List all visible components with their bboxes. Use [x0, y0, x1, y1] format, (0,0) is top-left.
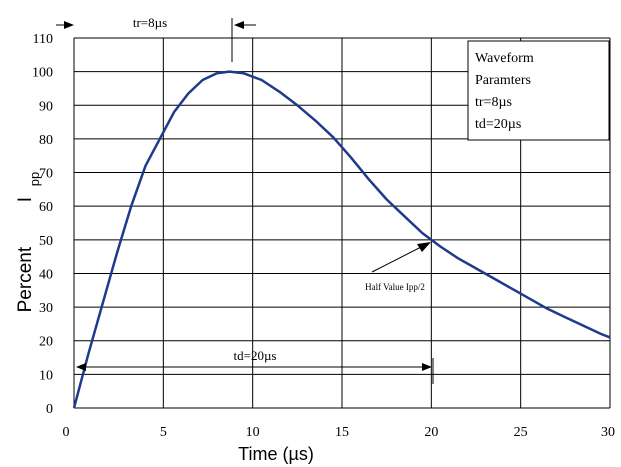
x-tick-label-6: 30: [601, 425, 615, 440]
y-axis-label-group: Percent I pp: [15, 172, 42, 313]
x-tick-label-0: 0: [63, 425, 70, 440]
legend-line-4: td=20µs: [475, 117, 521, 132]
y-tick-label-2: 20: [39, 335, 53, 350]
legend-box: [467, 40, 610, 141]
y-tick-label-9: 90: [39, 99, 53, 114]
y-tick-label-4: 40: [39, 267, 53, 282]
tr-left-arrowhead: [64, 21, 74, 29]
x-tick-label-3: 15: [335, 425, 349, 440]
annotations: tr=8µs td=20µs Half Value Ipp/2 Waveform…: [56, 15, 610, 384]
series-line-0: [72, 70, 611, 409]
y-tick-label-5: 50: [39, 234, 53, 249]
y-tick-label-3: 30: [39, 301, 53, 316]
x-tick-label-1: 5: [160, 425, 167, 440]
legend-line-3: tr=8µs: [475, 95, 512, 110]
legend-line-1: Waveform: [475, 51, 534, 66]
half-value-arrowhead: [417, 242, 431, 252]
axis-labels: Time (µs) Percent I pp: [15, 172, 314, 464]
td-left-arrowhead: [76, 363, 86, 371]
td-label: td=20µs: [234, 348, 277, 363]
half-value-pointer: [371, 243, 428, 273]
tick-labels: 0 10 20 30 40 50 60 70 80 90 100 110 0 5 10 15 20 25 30: [32, 32, 615, 440]
y-tick-label-0: 0: [46, 402, 53, 417]
y-axis-label-subscript: pp: [27, 172, 42, 186]
y-tick-label-11: 110: [33, 32, 53, 47]
x-tick-label-4: 20: [424, 425, 438, 440]
y-tick-label-6: 60: [39, 200, 53, 215]
grid: [74, 37, 611, 408]
y-axis-label-symbol: I: [15, 197, 36, 202]
td-right-arrowhead: [422, 363, 432, 371]
x-axis-label: Time (µs): [238, 444, 314, 464]
axes: [73, 38, 610, 409]
legend-line-2: Paramters: [475, 73, 531, 88]
series: [72, 70, 611, 409]
y-axis-label-text: Percent: [15, 246, 36, 312]
y-axis-label: Percent I pp: [15, 172, 42, 313]
x-tick-label-5: 25: [514, 425, 528, 440]
half-value-label: Half Value Ipp/2: [365, 282, 425, 292]
y-tick-label-8: 80: [39, 133, 53, 148]
y-tick-label-10: 100: [32, 66, 53, 81]
y-tick-label-1: 10: [39, 368, 53, 383]
y-tick-label-7: 70: [39, 167, 53, 182]
x-tick-label-2: 10: [246, 425, 260, 440]
tr-right-arrowhead: [234, 21, 244, 29]
tr-label: tr=8µs: [133, 15, 167, 30]
